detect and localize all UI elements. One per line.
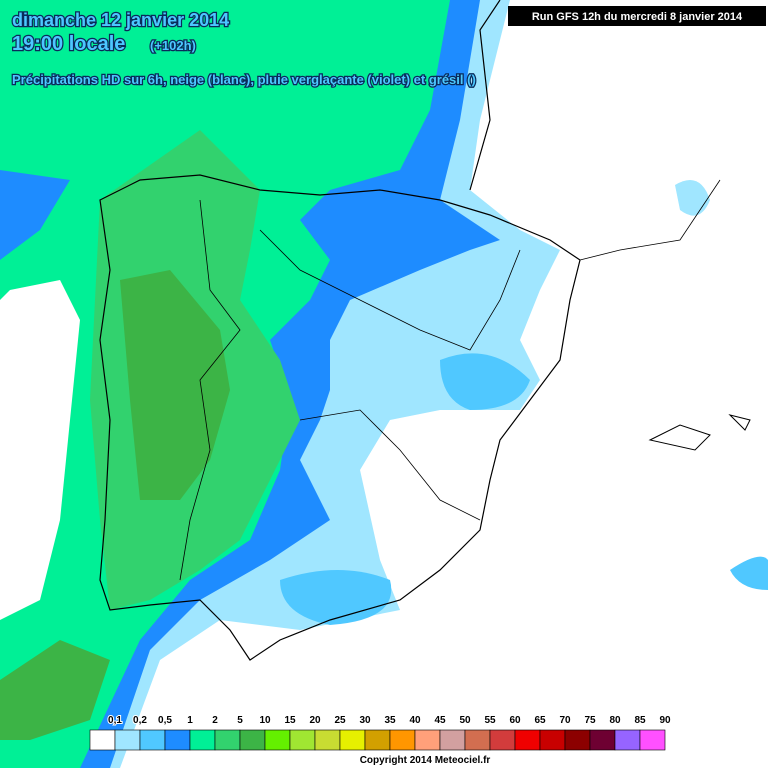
legend-label: 0,1 [108,715,122,726]
precip-cell [440,353,530,410]
precip-cell [675,180,710,216]
precip-10 [120,270,230,500]
legend: 0,1 0,2 0,5 1 2 5 10 15 20 25 30 35 40 45 50 55 60 65 70 75… [89,714,672,751]
legend-swatch [389,729,416,751]
legend-label: 55 [484,715,496,726]
coastline [99,0,581,661]
legend-swatch [414,729,441,751]
legend-swatch [189,729,216,751]
legend-label: 10 [259,715,271,726]
legend-label: 1 [187,715,193,726]
subtitle: Précipitations HD sur 6h, neige (blanc),… [12,72,476,87]
legend-swatch [639,729,666,751]
legend-label: 45 [434,715,446,726]
dry-ocean [0,280,80,620]
legend-swatch [289,729,316,751]
legend-label: 25 [334,715,346,726]
legend-label: 50 [459,715,471,726]
legend-swatch [264,729,291,751]
legend-swatch [614,729,641,751]
legend-label: 35 [384,715,396,726]
legend-label: 0,2 [133,715,147,726]
legend-swatch [164,729,191,751]
legend-swatch [514,729,541,751]
legend-swatch [114,729,141,751]
precip-10b [0,640,110,740]
legend-swatch [339,729,366,751]
legend-label: 65 [534,715,546,726]
legend-label: 75 [584,715,596,726]
legend-label: 2 [212,715,218,726]
legend-swatch [589,729,616,751]
run-box [508,6,766,26]
legend-label: 80 [609,715,621,726]
legend-label: 30 [359,715,371,726]
legend-label: 90 [659,715,671,726]
legend-label: 40 [409,715,421,726]
legend-swatch [214,729,241,751]
legend-swatch [564,729,591,751]
legend-swatch [439,729,466,751]
precip-cell [730,556,768,590]
legend-swatch [314,729,341,751]
legend-label: 60 [509,715,521,726]
legend-label: 15 [284,715,296,726]
legend-label: 0,5 [158,715,172,726]
copyright: Copyright 2014 Meteociel.fr [360,755,491,766]
legend-swatch [539,729,566,751]
legend-swatch [139,729,166,751]
legend-label: 70 [559,715,571,726]
borders [179,179,721,581]
legend-label: 20 [309,715,321,726]
legend-swatch [489,729,516,751]
legend-swatch [89,729,116,751]
legend-swatch [464,729,491,751]
legend-swatch [239,729,266,751]
islands [648,414,751,451]
title: dimanche 12 janvier 2014 [12,10,229,30]
run-label: Run GFS 12h du mercredi 8 janvier 2014 [532,11,743,23]
lead-time: (+102h) [150,38,196,53]
legend-swatch [364,729,391,751]
legend-label: 5 [237,715,243,726]
legend-label: 85 [634,715,646,726]
time: 19:00 locale [12,33,125,55]
precip-cell [280,570,392,625]
